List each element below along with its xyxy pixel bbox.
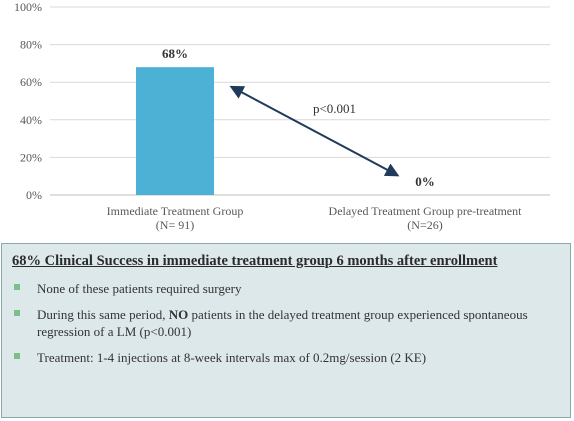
summary-bullet-list: None of these patients required surgery D… — [12, 280, 557, 375]
y-tick-label: 0% — [26, 188, 42, 202]
bar-chart: 0% 20% 40% 60% 80% 100% 68% Immediate Treatment… — [14, 0, 550, 232]
y-tick-label: 40% — [20, 113, 42, 127]
x-tick-label-n: (N=26) — [407, 218, 442, 232]
square-bullet-icon — [14, 310, 20, 316]
bullet-text: None of these patients required surgery — [37, 281, 242, 296]
x-tick-label-n: (N= 91) — [156, 218, 194, 232]
x-tick-label: Immediate Treatment Group — [107, 204, 244, 218]
p-value-annotation: p<0.001 — [313, 101, 356, 116]
y-tick-label: 20% — [20, 150, 42, 164]
y-tick-label: 60% — [20, 75, 42, 89]
bullet-text: During this same period, — [37, 307, 169, 322]
summary-box: 68% Clinical Success in immediate treatm… — [1, 243, 571, 418]
p-value-arrow — [229, 85, 400, 177]
x-tick-label: Delayed Treatment Group pre-treatment — [329, 204, 523, 218]
data-label: 68% — [162, 46, 188, 61]
data-label: 0% — [415, 174, 435, 189]
bullet-text: Treatment: 1-4 injections at 8-week inte… — [37, 350, 427, 365]
y-tick-label: 100% — [14, 0, 42, 14]
square-bullet-icon — [14, 284, 20, 290]
square-bullet-icon — [14, 353, 20, 359]
bullet-item: During this same period, NO patients in … — [12, 306, 557, 340]
bullet-emphasis: NO — [168, 307, 189, 322]
summary-title: 68% Clinical Success in immediate treatm… — [12, 253, 498, 269]
bullet-item: Treatment: 1-4 injections at 8-week inte… — [12, 349, 557, 366]
bullet-item: None of these patients required surgery — [12, 280, 557, 297]
bullet-text: patients in the delayed treatment group … — [37, 307, 528, 339]
y-tick-label: 80% — [20, 38, 42, 52]
bar — [136, 67, 214, 195]
